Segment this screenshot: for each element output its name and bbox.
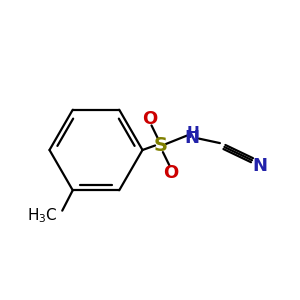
Text: O: O — [164, 164, 178, 181]
Text: N: N — [184, 129, 200, 147]
Text: N: N — [253, 157, 268, 175]
Text: H$_3$C: H$_3$C — [27, 207, 58, 225]
Text: O: O — [142, 110, 158, 128]
Text: S: S — [154, 136, 167, 155]
Text: H: H — [187, 126, 200, 141]
